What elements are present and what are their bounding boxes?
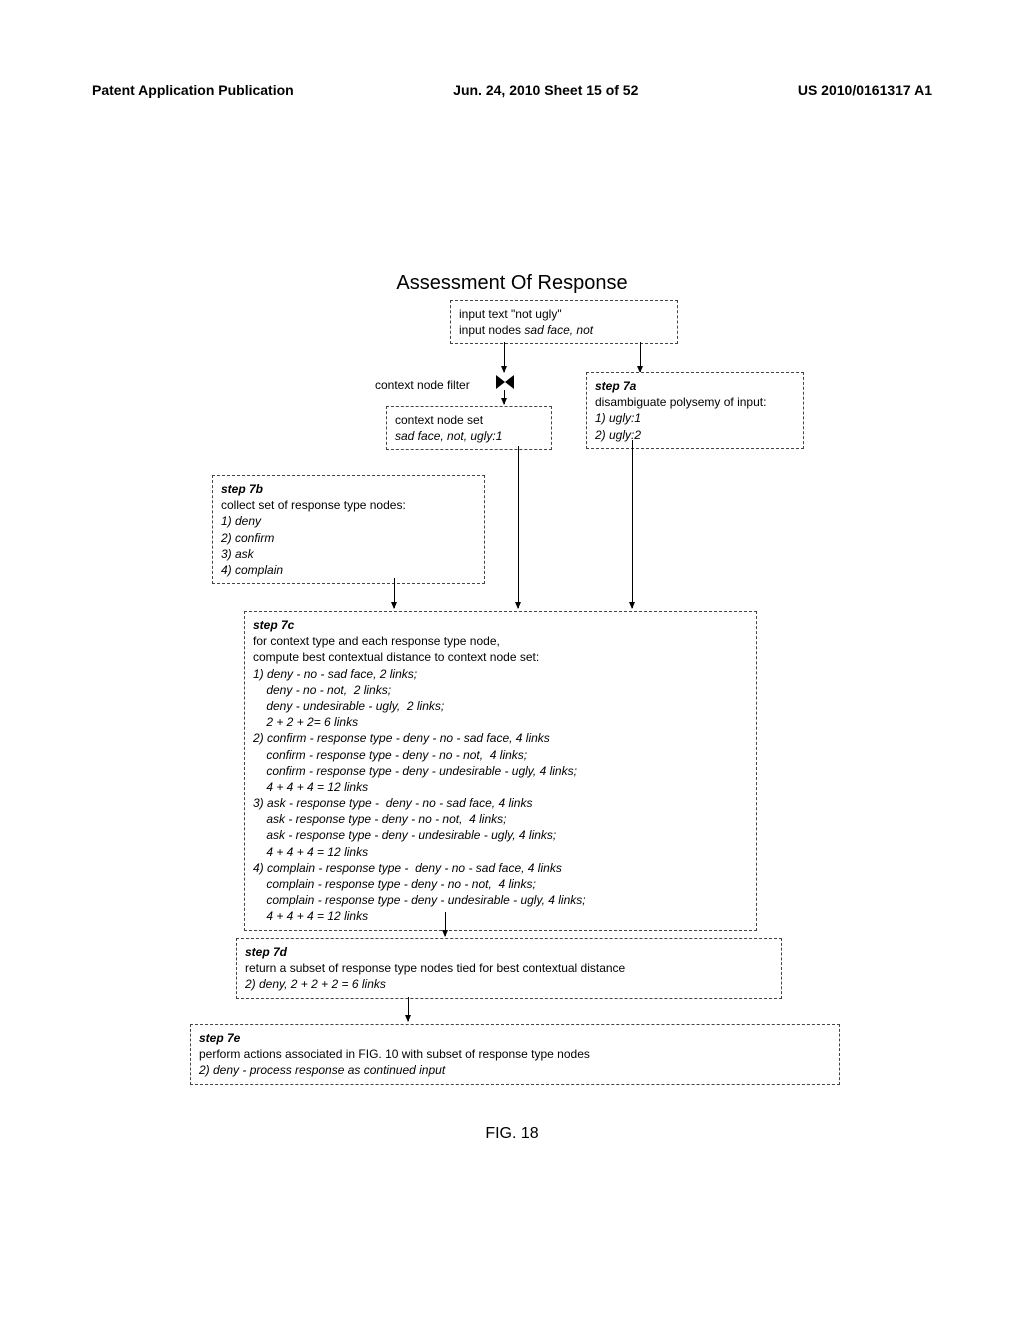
step7b-l5: 4) complain (221, 562, 476, 578)
step-7e: step 7e perform actions associated in FI… (190, 1024, 840, 1085)
header-left: Patent Application Publication (92, 82, 294, 98)
step7c-l10: 4 + 4 + 4 = 12 links (253, 779, 748, 795)
step7c-l15: 4) complain - response type - deny - no … (253, 860, 748, 876)
step7c-l5: deny - undesirable - ugly, 2 links; (253, 698, 748, 714)
step7c-l9: confirm - response type - deny - undesir… (253, 763, 748, 779)
arrow-filter-ctx (504, 390, 505, 404)
step7c-l4: deny - no - not, 2 links; (253, 682, 748, 698)
step7e-l2: 2) deny - process response as continued … (199, 1062, 831, 1078)
step7c-l8: confirm - response type - deny - no - no… (253, 747, 748, 763)
step7a-l2: 1) ugly:1 (595, 410, 795, 426)
step7d-heading: step 7d (245, 944, 773, 960)
step7b-l4: 3) ask (221, 546, 476, 562)
arrow-ctx-7c (518, 446, 519, 608)
step7c-heading: step 7c (253, 617, 748, 633)
input-nodes-value: sad face, not (524, 323, 593, 337)
step7a-heading: step 7a (595, 378, 795, 394)
step7c-l7: 2) confirm - response type - deny - no -… (253, 730, 748, 746)
step7c-l13: ask - response type - deny - undesirable… (253, 827, 748, 843)
step7c-l17: complain - response type - deny - undesi… (253, 892, 748, 908)
ctx-line2: sad face, not, ugly:1 (395, 428, 543, 444)
step7e-l1: perform actions associated in FIG. 10 wi… (199, 1046, 831, 1062)
step7c-l1: for context type and each response type … (253, 633, 748, 649)
step-7c: step 7c for context type and each respon… (244, 611, 757, 931)
arrow-7a-7c (632, 440, 633, 608)
step7b-l3: 2) confirm (221, 530, 476, 546)
step7c-l3: 1) deny - no - sad face, 2 links; (253, 666, 748, 682)
arrow-7b-7c (394, 578, 395, 608)
step7c-l18: 4 + 4 + 4 = 12 links (253, 908, 748, 924)
step7b-heading: step 7b (221, 481, 476, 497)
page-header: Patent Application Publication Jun. 24, … (92, 82, 932, 98)
step-7d: step 7d return a subset of response type… (236, 938, 782, 999)
step7c-l12: ask - response type - deny - no - not, 4… (253, 811, 748, 827)
arrow-input-step7a (640, 342, 641, 372)
ctx-line1: context node set (395, 412, 543, 428)
step7b-l1: collect set of response type nodes: (221, 497, 476, 513)
step-7b: step 7b collect set of response type nod… (212, 475, 485, 584)
header-right: US 2010/0161317 A1 (798, 82, 932, 98)
context-node-set: context node set sad face, not, ugly:1 (386, 406, 552, 450)
figure-caption: FIG. 18 (0, 1125, 1024, 1143)
step7c-l2: compute best contextual distance to cont… (253, 649, 748, 665)
step7d-l1: return a subset of response type nodes t… (245, 960, 773, 976)
diagram-title: Assessment Of Response (0, 272, 1024, 295)
arrow-input-filter (504, 342, 505, 372)
input-nodes-label: input nodes (459, 323, 524, 337)
step7c-l11: 3) ask - response type - deny - no - sad… (253, 795, 748, 811)
step7d-l2: 2) deny, 2 + 2 + 2 = 6 links (245, 976, 773, 992)
step-7a: step 7a disambiguate polysemy of input: … (586, 372, 804, 449)
bowtie-icon (496, 375, 514, 389)
step7a-l1: disambiguate polysemy of input: (595, 394, 795, 410)
filter-label: context node filter (375, 378, 470, 392)
step7a-l3: 2) ugly:2 (595, 427, 795, 443)
step7c-l6: 2 + 2 + 2= 6 links (253, 714, 748, 730)
page: Patent Application Publication Jun. 24, … (0, 0, 1024, 1320)
step7c-l16: complain - response type - deny - no - n… (253, 876, 748, 892)
arrow-7c-7d (445, 912, 446, 936)
input-nodes-line: input nodes sad face, not (459, 322, 669, 338)
input-text-line: input text "not ugly" (459, 306, 669, 322)
step7e-heading: step 7e (199, 1030, 831, 1046)
step7c-l14: 4 + 4 + 4 = 12 links (253, 844, 748, 860)
header-mid: Jun. 24, 2010 Sheet 15 of 52 (453, 82, 638, 98)
step7b-l2: 1) deny (221, 513, 476, 529)
input-box: input text "not ugly" input nodes sad fa… (450, 300, 678, 344)
arrow-7d-7e (408, 997, 409, 1021)
